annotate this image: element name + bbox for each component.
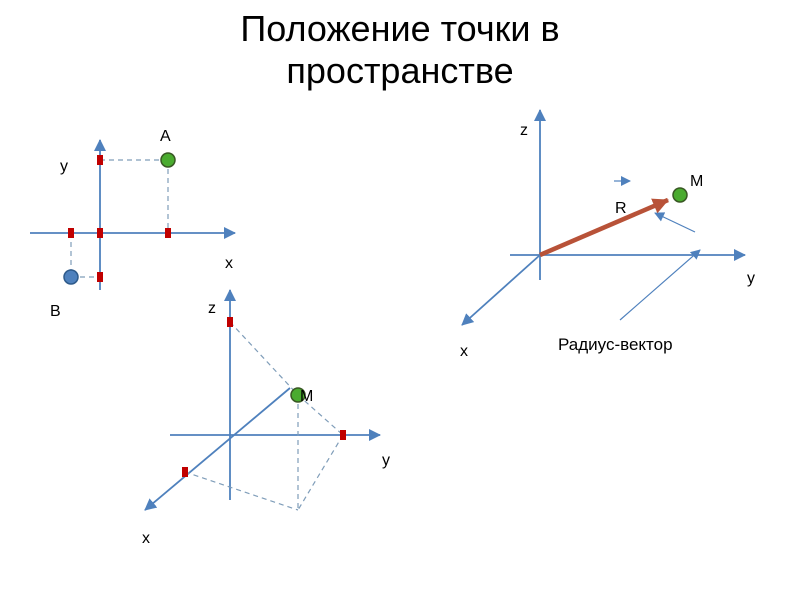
d2-label-z: z <box>208 300 216 318</box>
d1-label-A: A <box>160 128 171 146</box>
d3-label-y: y <box>747 270 755 288</box>
d1-label-x: x <box>225 255 233 273</box>
d3-label-z: z <box>520 122 528 140</box>
d3-label-x: x <box>460 343 468 361</box>
d3-label-R: R <box>615 200 627 218</box>
diagram-canvas <box>0 0 800 600</box>
d3-caption: Радиус-вектор <box>558 335 673 355</box>
d2-label-y: y <box>382 452 390 470</box>
d3-label-M: M <box>690 173 703 191</box>
d1-label-y: y <box>60 158 68 176</box>
d1-label-B: B <box>50 303 61 321</box>
d2-label-x: x <box>142 530 150 548</box>
d2-label-M: M <box>300 388 313 406</box>
